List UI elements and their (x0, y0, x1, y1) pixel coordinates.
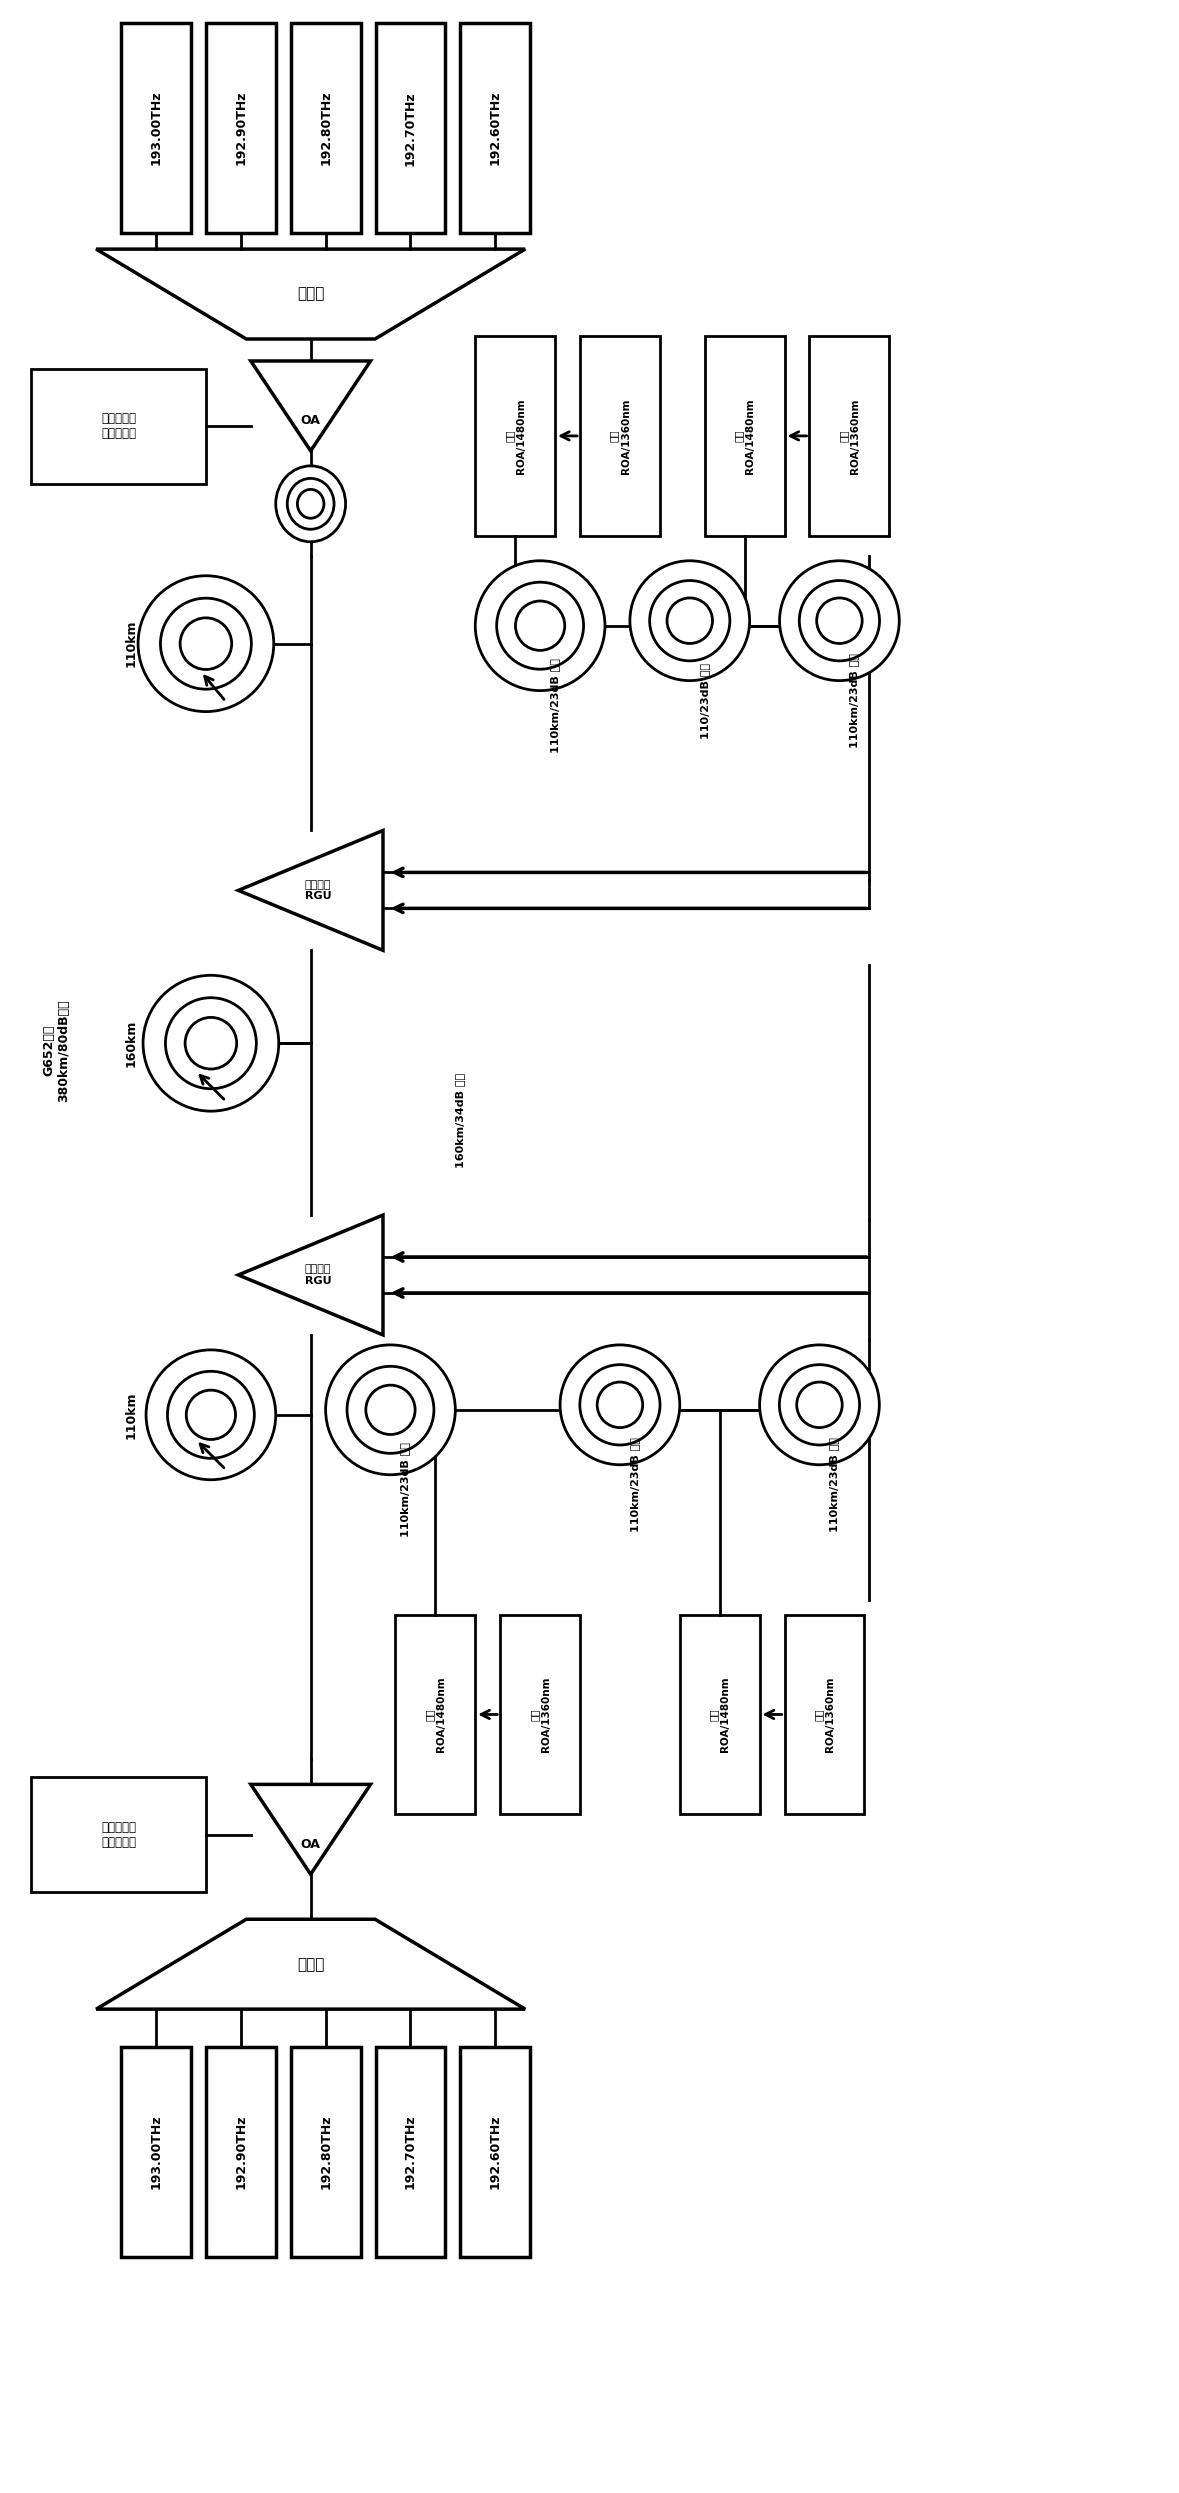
Polygon shape (97, 1920, 525, 2009)
Text: 近向双向
RGU: 近向双向 RGU (304, 880, 331, 900)
Bar (32, 1778, 206, 1892)
Ellipse shape (650, 581, 730, 661)
Text: 分波器: 分波器 (297, 1957, 324, 1972)
Bar (680, 1615, 759, 1815)
Ellipse shape (146, 1349, 276, 1481)
Polygon shape (97, 249, 525, 339)
Text: 110km/23dB 衰减: 110km/23dB 衰减 (551, 658, 560, 753)
Text: 一阶
ROA/1360nm: 一阶 ROA/1360nm (529, 1678, 551, 1753)
Text: OA: OA (301, 414, 321, 426)
Text: 192.60THz: 192.60THz (489, 2114, 502, 2189)
Bar (375, 22, 446, 234)
Text: 近向双向
RGU: 近向双向 RGU (304, 1264, 331, 1286)
Bar (810, 337, 889, 536)
Ellipse shape (797, 1381, 842, 1428)
Bar (395, 1615, 475, 1815)
Ellipse shape (160, 598, 251, 688)
Bar (705, 337, 784, 536)
Polygon shape (251, 1785, 370, 1875)
Text: 110km/23dB 衰减: 110km/23dB 衰减 (401, 1443, 410, 1538)
Bar (121, 2047, 191, 2256)
Ellipse shape (138, 576, 274, 711)
Text: 一阶
ROA/1480nm: 一阶 ROA/1480nm (733, 399, 756, 474)
Text: 110km/23dB 衰减: 110km/23dB 衰减 (849, 653, 859, 748)
Ellipse shape (817, 598, 862, 643)
Text: 后向高功率
拉曼放大器: 后向高功率 拉曼放大器 (101, 411, 136, 441)
Bar (460, 22, 531, 234)
Bar (500, 1615, 580, 1815)
Ellipse shape (496, 583, 584, 668)
Text: 192.90THz: 192.90THz (235, 92, 248, 165)
Ellipse shape (186, 1391, 236, 1438)
Text: 110km/23dB 衰减: 110km/23dB 衰减 (630, 1438, 640, 1533)
Bar (32, 369, 206, 484)
Text: 192.70THz: 192.70THz (404, 90, 417, 165)
Bar (460, 2047, 531, 2256)
Ellipse shape (598, 1381, 643, 1428)
Text: 110km/23dB 衰减: 110km/23dB 衰减 (829, 1438, 839, 1533)
Ellipse shape (165, 997, 256, 1089)
Text: 一阶
ROA/1480nm: 一阶 ROA/1480nm (709, 1678, 731, 1753)
Ellipse shape (325, 1344, 455, 1476)
Ellipse shape (580, 1364, 660, 1446)
Text: 110/23dB 衰减: 110/23dB 衰减 (699, 663, 710, 738)
Text: 一阶
ROA/1480nm: 一阶 ROA/1480nm (424, 1678, 446, 1753)
Ellipse shape (276, 466, 345, 541)
Polygon shape (251, 361, 370, 451)
Text: 一阶
ROA/1480nm: 一阶 ROA/1480nm (505, 399, 526, 474)
Text: 192.70THz: 192.70THz (404, 2114, 417, 2189)
Text: 160km: 160km (125, 1020, 138, 1067)
Polygon shape (238, 1214, 383, 1334)
Ellipse shape (180, 618, 232, 671)
Text: 192.80THz: 192.80THz (320, 92, 332, 165)
Ellipse shape (167, 1371, 255, 1458)
Ellipse shape (667, 598, 712, 643)
Text: 一阶
ROA/1360nm: 一阶 ROA/1360nm (838, 399, 861, 474)
Text: 一阶
ROA/1360nm: 一阶 ROA/1360nm (814, 1678, 835, 1753)
Text: 110km: 110km (125, 1391, 138, 1438)
Text: 192.60THz: 192.60THz (489, 92, 502, 165)
Ellipse shape (779, 1364, 859, 1446)
Text: 160km/34dB 衰减: 160km/34dB 衰减 (455, 1072, 466, 1167)
Bar (580, 337, 660, 536)
Ellipse shape (560, 1344, 680, 1466)
Text: 一阶
ROA/1360nm: 一阶 ROA/1360nm (610, 399, 631, 474)
Ellipse shape (630, 561, 750, 681)
Bar (475, 337, 555, 536)
Ellipse shape (288, 479, 334, 529)
Text: G652光纤
380km/80dB衰减: G652光纤 380km/80dB衰减 (42, 1000, 71, 1102)
Bar (121, 22, 191, 234)
Text: 193.00THz: 193.00THz (150, 2114, 163, 2189)
Text: 110km: 110km (125, 621, 138, 668)
Text: 193.00THz: 193.00THz (150, 92, 163, 165)
Text: 前向高功率
拉曼放大器: 前向高功率 拉曼放大器 (101, 1820, 136, 1850)
Bar (291, 22, 361, 234)
Polygon shape (238, 830, 383, 950)
Bar (206, 2047, 276, 2256)
Ellipse shape (515, 601, 565, 651)
Ellipse shape (143, 975, 278, 1112)
Ellipse shape (365, 1386, 415, 1433)
Ellipse shape (779, 561, 900, 681)
Ellipse shape (347, 1366, 434, 1453)
Ellipse shape (297, 489, 324, 519)
Ellipse shape (185, 1017, 237, 1069)
Text: 192.80THz: 192.80THz (320, 2114, 332, 2189)
Ellipse shape (475, 561, 605, 691)
Ellipse shape (759, 1344, 880, 1466)
Bar (784, 1615, 864, 1815)
Ellipse shape (799, 581, 880, 661)
Bar (206, 22, 276, 234)
Text: OA: OA (301, 1837, 321, 1850)
Text: 192.90THz: 192.90THz (235, 2114, 248, 2189)
Text: 合波器: 合波器 (297, 287, 324, 302)
Bar (291, 2047, 361, 2256)
Bar (375, 2047, 446, 2256)
